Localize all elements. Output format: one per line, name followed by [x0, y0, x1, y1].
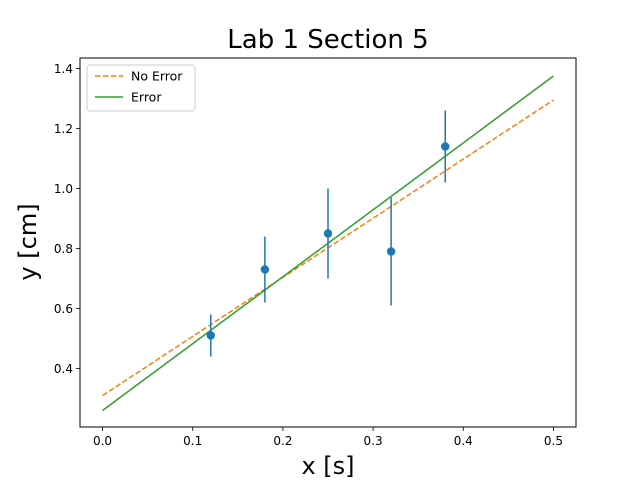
y-axis-title: y [cm] — [14, 203, 42, 280]
x-axis-title: x [s] — [301, 452, 354, 480]
x-tick-label: 0.1 — [183, 434, 202, 448]
data-point — [206, 331, 215, 340]
x-tick-label: 0.3 — [364, 434, 383, 448]
y-tick-label: 1.4 — [54, 62, 73, 76]
x-tick-label: 0.4 — [454, 434, 473, 448]
x-tick-label: 0.2 — [273, 434, 292, 448]
chart-title: Lab 1 Section 5 — [227, 25, 428, 55]
data-point — [441, 142, 450, 151]
legend-label: No Error — [131, 69, 183, 84]
plot-frame — [79, 57, 577, 428]
data-point — [323, 229, 333, 238]
data-point — [260, 265, 270, 274]
y-tick-label: 1.0 — [54, 182, 73, 196]
legend: No Error Error — [86, 64, 196, 112]
x-tick-label: 0.0 — [93, 434, 112, 448]
axis-ticks: 0.0 0.1 0.2 0.3 0.4 0.5 0.4 0.6 0.8 1.0 1.2 1.4 — [54, 62, 563, 448]
y-tick-label: 0.4 — [54, 362, 73, 376]
plot-area — [102, 75, 554, 412]
y-tick-label: 0.6 — [54, 302, 73, 316]
y-tick-label: 0.8 — [54, 242, 73, 256]
y-tick-label: 1.2 — [54, 122, 73, 136]
data-point — [386, 247, 396, 256]
x-tick-label: 0.5 — [544, 434, 563, 448]
legend-label: Error — [131, 90, 162, 105]
